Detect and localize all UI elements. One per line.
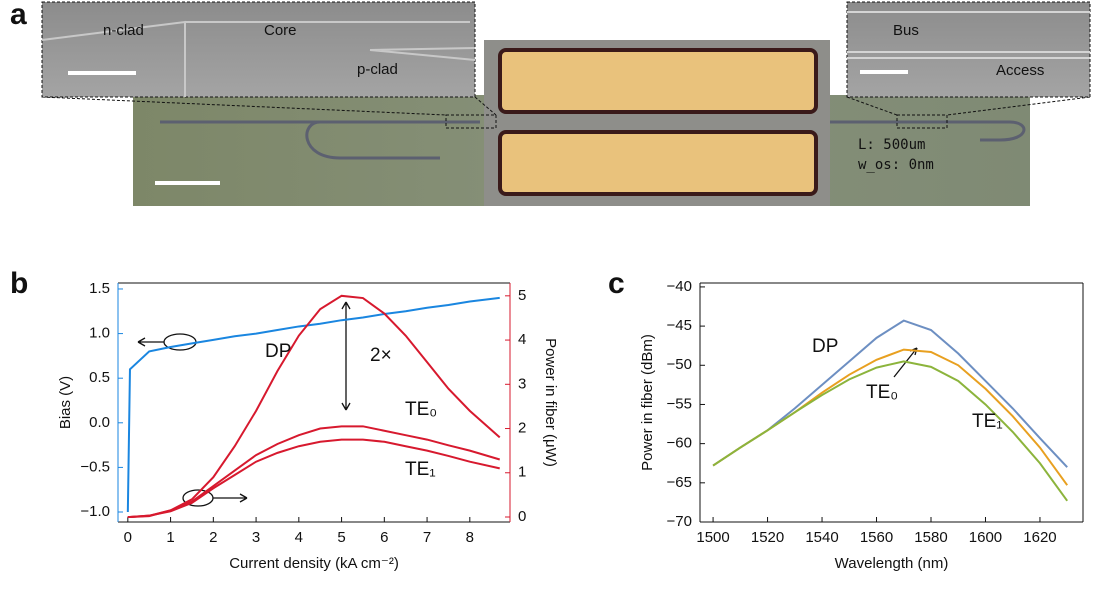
x-tick-label: 1500 bbox=[696, 529, 729, 546]
x-tick-label: 4 bbox=[295, 529, 303, 546]
y-tick-label: −45 bbox=[667, 317, 692, 334]
y-tick-label: −70 bbox=[667, 513, 692, 530]
callout-arrow bbox=[137, 337, 164, 347]
zoom-box bbox=[445, 114, 497, 129]
x-tick-label: 6 bbox=[380, 529, 388, 546]
y-axis-label: Power in fiber (dBm) bbox=[639, 334, 656, 471]
y2-tick-label: 1 bbox=[518, 464, 526, 481]
x-axis-label: Current density (kA cm⁻²) bbox=[229, 555, 399, 572]
y-tick-label: 0.0 bbox=[89, 414, 110, 431]
series-label: DP bbox=[265, 341, 291, 362]
panel-label: a bbox=[10, 0, 27, 31]
scale-bar bbox=[860, 70, 908, 74]
y2-tick-label: 3 bbox=[518, 375, 526, 392]
x-axis-label: Wavelength (nm) bbox=[835, 555, 949, 572]
x-tick-label: 1520 bbox=[751, 529, 784, 546]
inset-label: p-clad bbox=[357, 61, 398, 78]
y2-tick-label: 2 bbox=[518, 420, 526, 437]
x-tick-label: 8 bbox=[466, 529, 474, 546]
series-label: DP bbox=[812, 336, 838, 357]
y2-tick-label: 5 bbox=[518, 287, 526, 304]
y-tick-label: −55 bbox=[667, 395, 692, 412]
scale-bar bbox=[68, 71, 136, 75]
y-tick-label: 1.5 bbox=[89, 280, 110, 297]
data-line bbox=[712, 348, 1069, 486]
x-tick-label: 3 bbox=[252, 529, 260, 546]
panel-a: a L: 500um w_os: 0nm n-clad Core p-clad … bbox=[10, 0, 1091, 206]
sem-edge bbox=[847, 11, 1090, 59]
ratio-arrow bbox=[341, 301, 351, 411]
y-tick-label: −0.5 bbox=[80, 458, 110, 475]
series-label: TE₀ bbox=[405, 399, 437, 420]
panel-label: b bbox=[10, 267, 28, 300]
y-tick-label: 0.5 bbox=[89, 369, 110, 386]
x-tick-label: 1620 bbox=[1023, 529, 1056, 546]
annotation: 2× bbox=[370, 345, 392, 366]
y-tick-label: −60 bbox=[667, 435, 692, 452]
y-tick-label: 1.0 bbox=[89, 325, 110, 342]
x-tick-label: 1600 bbox=[969, 529, 1002, 546]
data-line bbox=[127, 438, 500, 518]
x-tick-label: 1560 bbox=[860, 529, 893, 546]
series-label: TE₀ bbox=[866, 382, 898, 403]
x-tick-label: 1580 bbox=[914, 529, 947, 546]
x-tick-label: 2 bbox=[209, 529, 217, 546]
x-tick-label: 5 bbox=[337, 529, 345, 546]
pad bbox=[498, 48, 818, 114]
inset-label: n-clad bbox=[103, 22, 144, 39]
y-tick-label: −40 bbox=[667, 278, 692, 295]
inset-label: Core bbox=[264, 22, 297, 39]
scale-bar bbox=[155, 181, 220, 185]
inset-label: Bus bbox=[893, 22, 919, 39]
waveguide bbox=[160, 120, 1026, 160]
series-label: TE₁ bbox=[405, 459, 436, 480]
x-tick-label: 0 bbox=[124, 529, 132, 546]
callout-arrow bbox=[213, 493, 248, 503]
x-tick-label: 7 bbox=[423, 529, 431, 546]
inset-label: Access bbox=[996, 62, 1044, 79]
series-label: TE₁ bbox=[972, 411, 1003, 432]
y2-tick-label: 4 bbox=[518, 331, 526, 348]
pad bbox=[498, 130, 818, 196]
zoom-box bbox=[896, 114, 948, 129]
panel-label: c bbox=[608, 267, 625, 300]
y-axis-label: Bias (V) bbox=[57, 376, 74, 429]
y-tick-label: −50 bbox=[667, 356, 692, 373]
data-line bbox=[127, 294, 501, 518]
zoom-line bbox=[41, 96, 1091, 116]
y2-tick-label: 0 bbox=[518, 508, 526, 525]
x-tick-label: 1540 bbox=[805, 529, 838, 546]
chip-text: L: 500um bbox=[858, 137, 925, 153]
data-line bbox=[712, 360, 1069, 502]
data-line bbox=[126, 296, 500, 513]
chip-text: w_os: 0nm bbox=[858, 157, 934, 173]
y-tick-label: −65 bbox=[667, 474, 692, 491]
panel-b-decor bbox=[137, 301, 918, 507]
sem-inset bbox=[846, 1, 1091, 98]
sem-edge bbox=[41, 20, 476, 97]
y-tick-label: −1.0 bbox=[80, 503, 110, 520]
y2-axis-label: Power in fiber (μW) bbox=[542, 338, 559, 467]
x-tick-label: 1 bbox=[166, 529, 174, 546]
